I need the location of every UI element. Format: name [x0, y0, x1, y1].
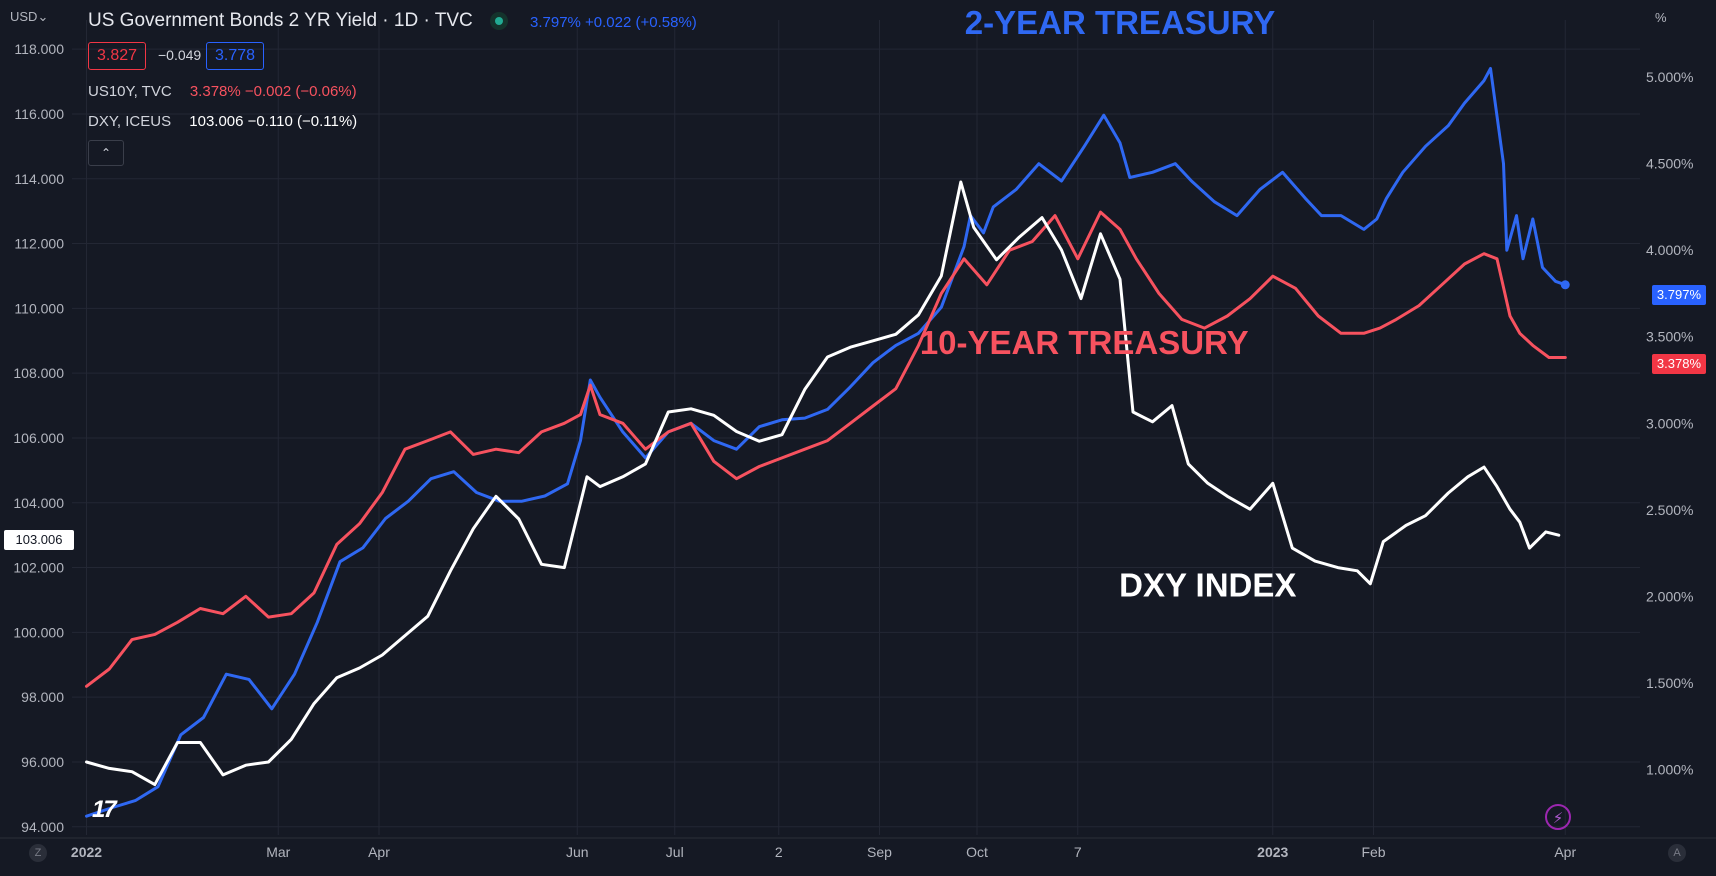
lightning-icon[interactable]: ⚡ — [1545, 804, 1571, 830]
bid-price-box[interactable]: 3.827 — [88, 42, 147, 70]
right-tick-label: 2.000% — [1646, 588, 1693, 604]
right-tick-label: 1.000% — [1646, 761, 1693, 777]
chart-title[interactable]: US Government Bonds 2 YR Yield · 1D · TV… — [88, 10, 473, 31]
main-quote: 3.797% +0.022 (+0.58%) — [530, 14, 697, 31]
x-tick-label: Oct — [966, 844, 988, 860]
left-tick-label: 112.000 — [14, 236, 64, 252]
right-tick-label: 5.000% — [1646, 69, 1693, 85]
ask-price-box[interactable]: 3.778 — [206, 42, 265, 70]
right-tick-label: 2.500% — [1646, 502, 1693, 518]
x-tick-label: 2023 — [1257, 844, 1288, 860]
collapse-legend-button[interactable]: ⌃ — [88, 140, 124, 166]
left-tick-label: 94.000 — [21, 819, 64, 835]
x-tick-label: Mar — [266, 844, 290, 860]
annotation-label: DXY INDEX — [1119, 566, 1296, 603]
dxy-price-tag: 103.006 — [4, 530, 74, 550]
right-percent-axis: 1.000% 1.500% 2.000% 2.500% 3.000% 3.500% 4.00… — [1646, 69, 1693, 777]
left-price-axis: 94.000 96.000 98.000 100.000 102.000 104.000 1… — [13, 41, 64, 835]
left-tick-label: 104.000 — [13, 495, 64, 511]
us10y-price-tag: 3.378% — [1651, 354, 1706, 374]
market-status-icon[interactable] — [490, 12, 508, 30]
x-tick-label: Apr — [1554, 844, 1576, 860]
series-line-dxy[interactable] — [85, 180, 1561, 787]
x-tick-label: 2022 — [71, 844, 102, 860]
annotation-label: 10-YEAR TREASURY — [920, 324, 1249, 361]
x-tick-label: 2 — [775, 844, 783, 860]
legend-symbol: DXY, ICEUS — [88, 113, 172, 130]
time-axis: 2022 Mar Apr Jun Jul 2 Sep Oct 7 2023 Feb Apr — [71, 844, 1577, 860]
left-tick-label: 108.000 — [13, 365, 64, 381]
x-tick-label: Jul — [666, 844, 684, 860]
x-tick-label: Sep — [867, 844, 892, 860]
left-tick-label: 118.000 — [14, 41, 64, 57]
legend-row-us10y[interactable]: US10Y, TVC 3.378% −0.002 (−0.06%) — [88, 83, 357, 100]
percent-axis-label: % — [1655, 10, 1667, 25]
x-tick-label: Feb — [1361, 844, 1385, 860]
legend-symbol: US10Y, TVC — [88, 83, 172, 100]
chart-annotations: 2-YEAR TREASURY 10-YEAR TREASURY DXY INDEX — [920, 4, 1297, 603]
right-tick-label: 4.500% — [1646, 156, 1693, 172]
legend-value: 3.378% −0.002 (−0.06%) — [189, 83, 357, 100]
us02y-price-tag: 3.797% — [1651, 285, 1706, 305]
tradingview-logo-icon[interactable]: 17 — [92, 796, 117, 823]
right-tick-label: 1.500% — [1646, 675, 1693, 691]
left-tick-label: 102.000 — [13, 560, 64, 576]
x-tick-label: Jun — [566, 844, 589, 860]
x-tick-label: 7 — [1074, 844, 1082, 860]
right-tick-label: 3.500% — [1646, 329, 1693, 345]
annotation-label: 2-YEAR TREASURY — [965, 4, 1276, 41]
currency-selector[interactable]: USD⌄ — [10, 9, 49, 24]
x-tick-label: Apr — [368, 844, 390, 860]
left-tick-label: 100.000 — [13, 624, 64, 640]
series-line-us10y[interactable] — [85, 210, 1567, 688]
right-tick-label: 3.000% — [1646, 415, 1693, 431]
right-tick-label: 4.000% — [1646, 242, 1693, 258]
zoom-reset-button[interactable]: Z — [29, 844, 47, 862]
left-tick-label: 98.000 — [21, 689, 64, 705]
series-lines[interactable] — [85, 67, 1570, 818]
legend-row-dxy[interactable]: DXY, ICEUS 103.006 −0.110 (−0.11%) — [88, 113, 357, 130]
last-value-marker — [1560, 280, 1570, 290]
left-tick-label: 110.000 — [14, 300, 64, 316]
left-tick-label: 106.000 — [13, 430, 64, 446]
left-tick-label: 114.000 — [14, 171, 64, 187]
spread-value: −0.049 — [158, 47, 202, 63]
auto-scale-button[interactable]: A — [1668, 844, 1686, 862]
grid-lines — [0, 20, 1716, 839]
left-tick-label: 116.000 — [14, 106, 64, 122]
legend-value: 103.006 −0.110 (−0.11%) — [189, 113, 358, 130]
left-tick-label: 96.000 — [21, 754, 64, 770]
